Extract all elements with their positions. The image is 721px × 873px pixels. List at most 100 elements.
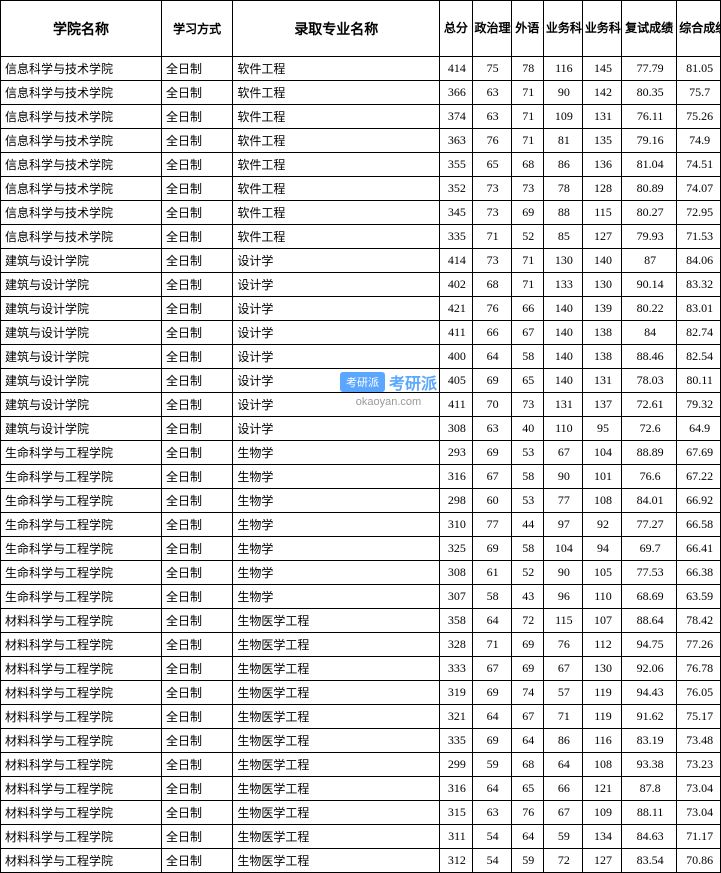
cell-major: 设计学 [233,321,440,345]
cell-college: 信息科学与技术学院 [1,105,162,129]
cell-politics: 63 [472,417,511,441]
cell-mode: 全日制 [162,153,233,177]
cell-sub2: 131 [582,369,621,393]
table-row: 材料科学与工程学院全日制生物医学工程31154645913484.6371.17 [1,825,721,849]
cell-comp: 74.07 [677,177,721,201]
cell-total: 363 [440,129,472,153]
cell-sub2: 138 [582,345,621,369]
cell-college: 建筑与设计学院 [1,297,162,321]
cell-college: 材料科学与工程学院 [1,681,162,705]
cell-college: 生命科学与工程学院 [1,537,162,561]
cell-mode: 全日制 [162,249,233,273]
cell-politics: 71 [472,633,511,657]
cell-politics: 73 [472,177,511,201]
cell-sub1: 64 [543,753,582,777]
cell-major: 生物医学工程 [233,753,440,777]
cell-sub1: 72 [543,849,582,873]
cell-major: 生物学 [233,561,440,585]
table-row: 建筑与设计学院全日制设计学400645814013888.4682.54 [1,345,721,369]
cell-comp: 66.92 [677,489,721,513]
cell-sub2: 92 [582,513,621,537]
cell-politics: 69 [472,681,511,705]
header-composite: 综合成绩 [677,1,721,57]
cell-mode: 全日制 [162,657,233,681]
cell-retest: 88.64 [622,609,677,633]
cell-major: 设计学 [233,297,440,321]
cell-sub1: 77 [543,489,582,513]
cell-comp: 74.9 [677,129,721,153]
cell-total: 328 [440,633,472,657]
cell-retest: 94.43 [622,681,677,705]
cell-foreign: 52 [511,561,543,585]
cell-college: 建筑与设计学院 [1,249,162,273]
cell-total: 421 [440,297,472,321]
cell-total: 414 [440,249,472,273]
cell-politics: 68 [472,273,511,297]
cell-total: 293 [440,441,472,465]
cell-total: 321 [440,705,472,729]
cell-mode: 全日制 [162,225,233,249]
cell-foreign: 71 [511,249,543,273]
table-row: 材料科学与工程学院全日制生物医学工程31969745711994.4376.05 [1,681,721,705]
cell-politics: 59 [472,753,511,777]
cell-retest: 93.38 [622,753,677,777]
cell-foreign: 59 [511,849,543,873]
cell-mode: 全日制 [162,513,233,537]
cell-retest: 88.46 [622,345,677,369]
cell-politics: 69 [472,441,511,465]
cell-comp: 71.17 [677,825,721,849]
cell-mode: 全日制 [162,441,233,465]
cell-major: 生物医学工程 [233,681,440,705]
header-politics: 政治理论 [472,1,511,57]
cell-comp: 83.32 [677,273,721,297]
cell-comp: 82.54 [677,345,721,369]
cell-politics: 63 [472,105,511,129]
cell-mode: 全日制 [162,705,233,729]
cell-total: 316 [440,465,472,489]
cell-comp: 73.04 [677,801,721,825]
cell-mode: 全日制 [162,369,233,393]
header-total: 总分 [440,1,472,57]
cell-foreign: 69 [511,201,543,225]
cell-sub2: 140 [582,249,621,273]
table-row: 材料科学与工程学院全日制生物医学工程33367696713092.0676.78 [1,657,721,681]
cell-politics: 70 [472,393,511,417]
table-row: 信息科学与技术学院全日制软件工程34573698811580.2772.95 [1,201,721,225]
cell-sub1: 131 [543,393,582,417]
cell-college: 材料科学与工程学院 [1,657,162,681]
cell-college: 信息科学与技术学院 [1,81,162,105]
cell-mode: 全日制 [162,81,233,105]
cell-retest: 90.14 [622,273,677,297]
cell-sub1: 67 [543,801,582,825]
cell-sub2: 134 [582,825,621,849]
cell-major: 生物医学工程 [233,705,440,729]
cell-major: 软件工程 [233,129,440,153]
table-row: 建筑与设计学院全日制设计学411707313113772.6179.32 [1,393,721,417]
cell-major: 生物医学工程 [233,609,440,633]
cell-total: 366 [440,81,472,105]
cell-sub1: 85 [543,225,582,249]
cell-sub2: 101 [582,465,621,489]
cell-sub2: 110 [582,585,621,609]
cell-comp: 75.7 [677,81,721,105]
cell-sub2: 116 [582,729,621,753]
cell-foreign: 64 [511,825,543,849]
cell-total: 411 [440,393,472,417]
cell-sub1: 133 [543,273,582,297]
cell-sub2: 137 [582,393,621,417]
cell-mode: 全日制 [162,105,233,129]
header-retest: 复试成绩 [622,1,677,57]
cell-sub1: 67 [543,657,582,681]
table-row: 生命科学与工程学院全日制生物学30861529010577.5366.38 [1,561,721,585]
cell-foreign: 78 [511,57,543,81]
table-row: 建筑与设计学院全日制设计学421766614013980.2283.01 [1,297,721,321]
cell-college: 材料科学与工程学院 [1,729,162,753]
cell-sub2: 135 [582,129,621,153]
cell-mode: 全日制 [162,753,233,777]
cell-mode: 全日制 [162,201,233,225]
table-row: 材料科学与工程学院全日制生物医学工程358647211510788.6478.4… [1,609,721,633]
cell-college: 生命科学与工程学院 [1,513,162,537]
cell-sub2: 145 [582,57,621,81]
cell-retest: 84.63 [622,825,677,849]
cell-foreign: 64 [511,729,543,753]
